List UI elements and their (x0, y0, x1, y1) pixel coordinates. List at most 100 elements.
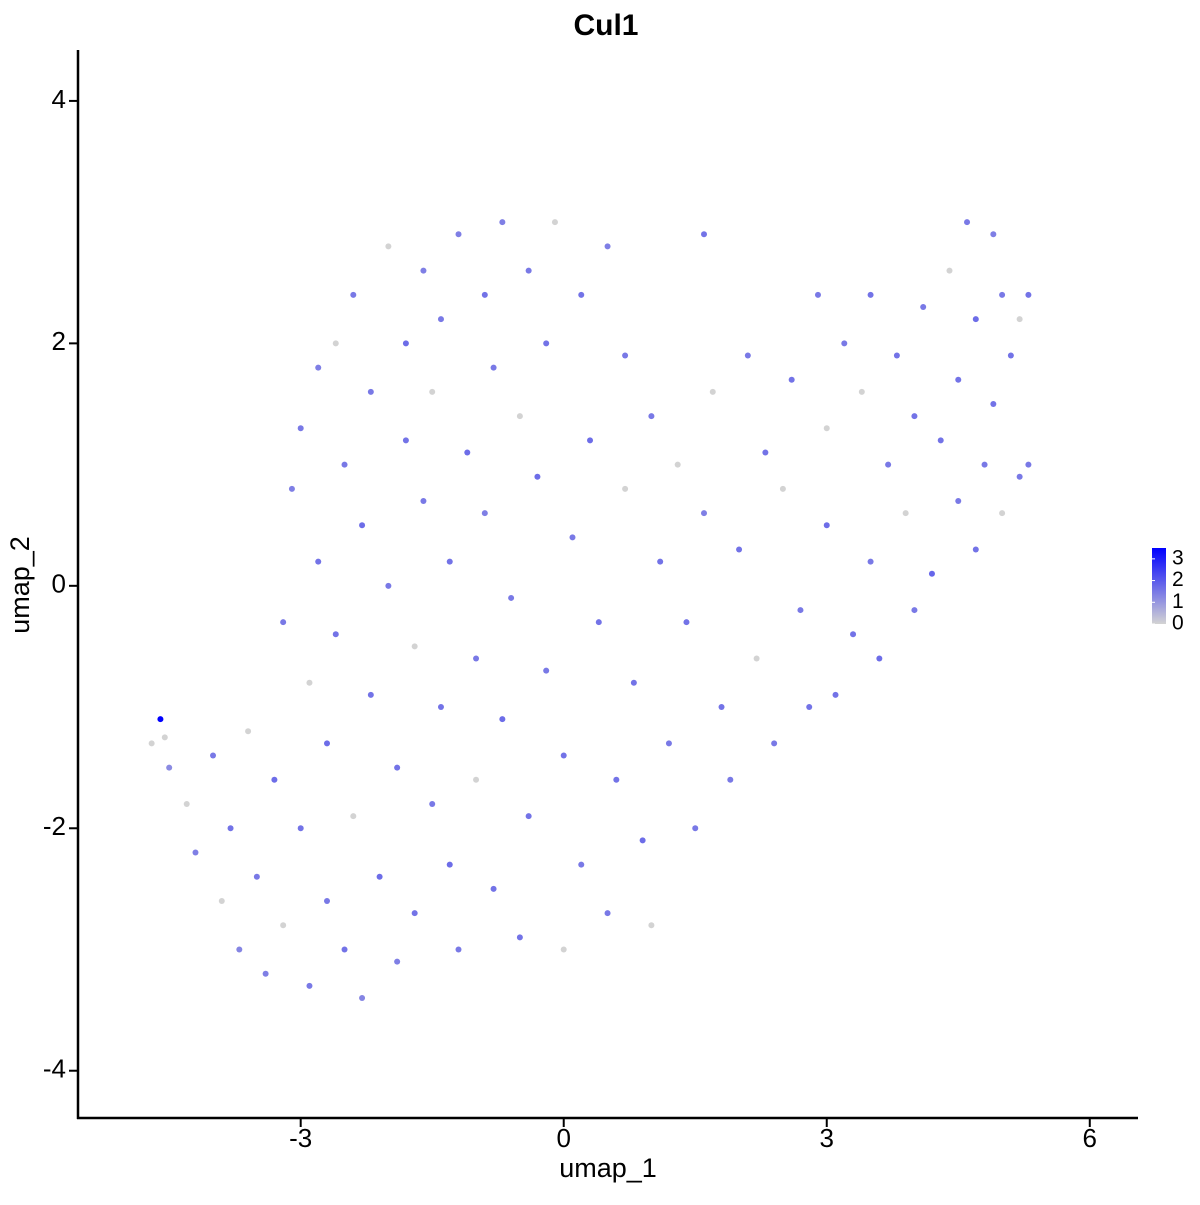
point (429, 801, 436, 808)
point (990, 400, 997, 407)
point (394, 764, 401, 771)
y-axis-label: umap_2 (5, 536, 35, 634)
point (1025, 461, 1032, 468)
y-tick-label: 2 (52, 326, 66, 356)
point (858, 388, 865, 395)
point (297, 425, 304, 432)
point (893, 352, 900, 359)
point (490, 364, 497, 371)
point (192, 849, 199, 856)
point (999, 510, 1006, 517)
point (534, 473, 541, 480)
point (990, 231, 997, 238)
point (341, 461, 348, 468)
point (604, 243, 611, 250)
point (578, 291, 585, 298)
point (946, 267, 953, 274)
point (332, 340, 339, 347)
point (166, 764, 173, 771)
point (367, 691, 374, 698)
point (455, 946, 462, 953)
point (639, 837, 646, 844)
point (569, 534, 576, 541)
point (665, 740, 672, 747)
point (744, 352, 751, 359)
point (762, 449, 769, 456)
point (323, 898, 330, 905)
point (157, 716, 164, 723)
point (727, 776, 734, 783)
point (867, 291, 874, 298)
x-axis-label: umap_1 (559, 1153, 657, 1183)
point (385, 582, 392, 589)
point (788, 376, 795, 383)
point (937, 437, 944, 444)
point (692, 825, 699, 832)
point (411, 643, 418, 650)
point (350, 291, 357, 298)
point (429, 388, 436, 395)
point (411, 910, 418, 917)
point (578, 861, 585, 868)
point (613, 776, 620, 783)
y-tick-label: -2 (43, 811, 66, 841)
point (359, 994, 366, 1001)
point (473, 776, 480, 783)
point (437, 316, 444, 323)
point (964, 219, 971, 226)
point (481, 510, 488, 517)
point (490, 885, 497, 892)
point (446, 861, 453, 868)
point (587, 437, 594, 444)
point (280, 922, 287, 929)
point (236, 946, 243, 953)
y-tick-label: 4 (52, 84, 66, 114)
point (885, 461, 892, 468)
point (709, 388, 716, 395)
point (341, 946, 348, 953)
point (402, 340, 409, 347)
point (499, 716, 506, 723)
point (911, 413, 918, 420)
point (332, 631, 339, 638)
point (876, 655, 883, 662)
y-tick-label: 0 (52, 569, 66, 599)
point (148, 740, 155, 747)
point (297, 825, 304, 832)
point (823, 425, 830, 432)
point (622, 485, 629, 492)
point (841, 340, 848, 347)
point (657, 558, 664, 565)
point (622, 352, 629, 359)
point (473, 655, 480, 662)
point (315, 364, 322, 371)
point (832, 691, 839, 698)
point (253, 873, 260, 880)
point (420, 267, 427, 274)
point (525, 813, 532, 820)
point (701, 231, 708, 238)
x-tick-label: 3 (820, 1123, 834, 1153)
point (455, 231, 462, 238)
point (367, 388, 374, 395)
point (394, 958, 401, 965)
point (595, 619, 602, 626)
point (972, 316, 979, 323)
point (516, 413, 523, 420)
colorbar-tick-label: 1 (1172, 590, 1184, 613)
point (867, 558, 874, 565)
point (753, 655, 760, 662)
point (736, 546, 743, 553)
point (683, 619, 690, 626)
point (508, 594, 515, 601)
point (902, 510, 909, 517)
point (648, 413, 655, 420)
point (797, 607, 804, 614)
point (955, 497, 962, 504)
point (814, 291, 821, 298)
point (262, 970, 269, 977)
point (823, 522, 830, 529)
point (245, 728, 252, 735)
point (420, 497, 427, 504)
